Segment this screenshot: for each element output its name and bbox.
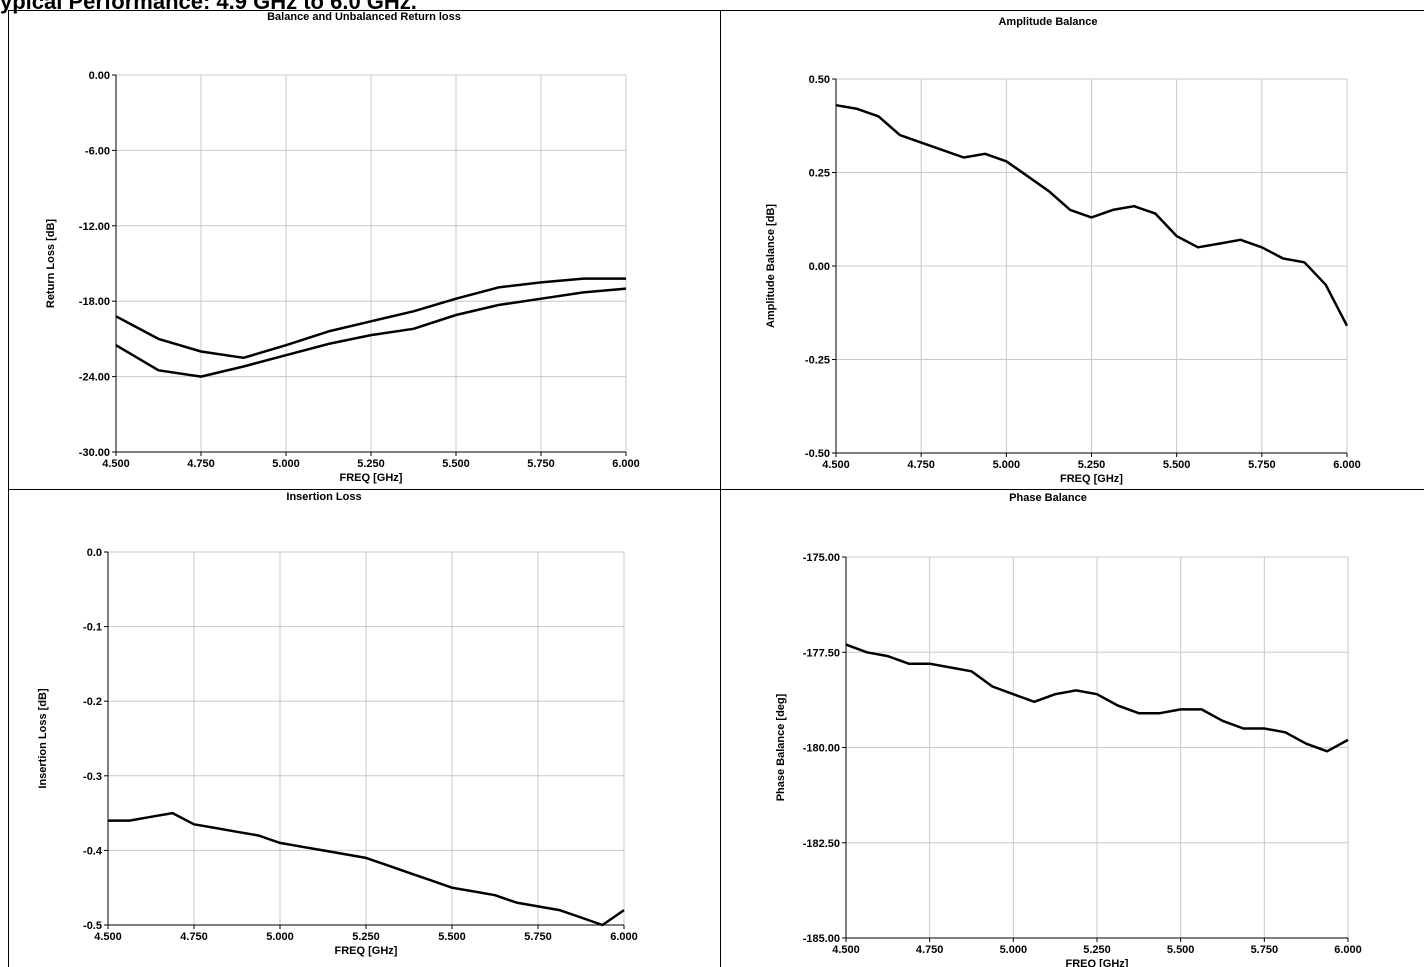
y-tick-label: -0.2 (83, 696, 102, 708)
y-tick-label: -0.4 (83, 845, 103, 857)
y-axis-label: Amplitude Balance [dB] (765, 204, 777, 328)
data-line (115, 277, 626, 360)
x-tick-label: 6.000 (610, 931, 638, 943)
x-tick-label: 5.750 (1251, 944, 1279, 956)
x-axis-label: FREQ [GHz] (335, 945, 398, 957)
x-tick-label: 5.000 (1000, 944, 1028, 956)
x-tick-label: 5.250 (352, 931, 380, 943)
x-tick-label: 6.000 (1333, 459, 1361, 471)
x-tick-label: 6.000 (1334, 944, 1362, 956)
x-tick-label: 5.750 (527, 458, 555, 470)
x-tick-label: 5.000 (993, 459, 1021, 471)
y-axis-label: Insertion Loss [dB] (37, 688, 49, 789)
chart-title: Balance and Unbalanced Return loss (267, 11, 461, 23)
chart-title: Phase Balance (1009, 492, 1087, 504)
x-tick-label: 5.250 (1078, 459, 1106, 471)
x-tick-label: 5.750 (1248, 459, 1276, 471)
y-tick-label: -24.00 (79, 372, 110, 384)
x-tick-label: 4.750 (180, 931, 208, 943)
y-tick-label: -182.50 (803, 838, 840, 850)
y-axis-label: Return Loss [dB] (45, 219, 57, 309)
x-tick-label: 5.250 (1083, 944, 1111, 956)
y-tick-label: -12.00 (79, 221, 110, 233)
y-tick-label: -0.3 (83, 771, 102, 783)
y-tick-label: -0.25 (805, 355, 830, 367)
y-axis-label: Phase Balance [deg] (775, 693, 787, 801)
y-tick-label: -0.50 (805, 448, 830, 460)
data-line (115, 287, 627, 378)
x-tick-label: 5.750 (524, 931, 552, 943)
x-tick-label: 4.750 (187, 458, 215, 470)
y-tick-label: -175.00 (803, 552, 840, 564)
y-tick-label: -0.5 (83, 920, 102, 932)
y-tick-label: -30.00 (79, 447, 110, 459)
x-tick-label: 4.500 (822, 459, 850, 471)
x-axis-label: FREQ [GHz] (1060, 473, 1123, 485)
y-tick-label: 0.25 (809, 168, 830, 180)
y-tick-label: -6.00 (85, 145, 110, 157)
y-tick-label: 0.0 (87, 547, 102, 559)
x-tick-label: 5.000 (266, 931, 294, 943)
x-tick-label: 6.000 (612, 458, 640, 470)
x-tick-label: 4.500 (102, 458, 130, 470)
y-tick-label: 0.50 (809, 74, 830, 86)
y-tick-label: -177.50 (803, 647, 840, 659)
x-tick-label: 4.750 (907, 459, 935, 471)
y-tick-label: -185.00 (803, 933, 840, 945)
y-tick-label: -0.1 (83, 622, 102, 634)
data-line (845, 643, 1349, 753)
x-tick-label: 5.000 (272, 458, 300, 470)
y-tick-label: 0.00 (809, 261, 830, 273)
x-tick-label: 5.500 (1163, 459, 1191, 471)
x-tick-label: 4.500 (94, 931, 122, 943)
x-axis-label: FREQ [GHz] (340, 472, 403, 484)
chart-title: Insertion Loss (286, 491, 361, 503)
x-tick-label: 5.500 (438, 931, 466, 943)
x-tick-label: 4.750 (916, 944, 944, 956)
x-tick-label: 4.500 (832, 944, 860, 956)
x-tick-label: 5.500 (1167, 944, 1195, 956)
x-tick-label: 5.250 (357, 458, 385, 470)
y-tick-label: -180.00 (803, 743, 840, 755)
frame (8, 10, 1424, 967)
chart-title: Amplitude Balance (998, 16, 1097, 28)
x-axis-label: FREQ [GHz] (1066, 958, 1129, 967)
data-line (108, 811, 625, 927)
y-tick-label: -18.00 (79, 296, 110, 308)
x-tick-label: 5.500 (442, 458, 470, 470)
data-line (835, 103, 1349, 327)
y-tick-label: 0.00 (89, 70, 110, 82)
